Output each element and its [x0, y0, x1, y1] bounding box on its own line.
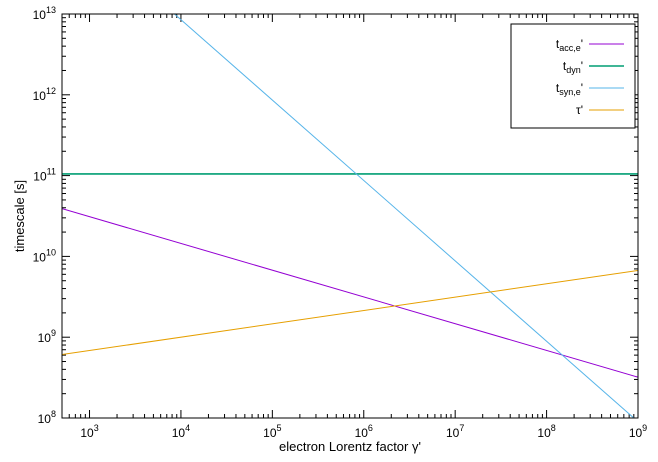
legend: tacc,e'tdyn'tsyn,e'τ'	[510, 23, 636, 129]
y-tick-label: 1012	[33, 86, 56, 103]
x-tick-exponent: 3	[94, 423, 99, 433]
x-tick-base: 10	[446, 426, 460, 440]
x-tick-base: 10	[263, 426, 277, 440]
legend-label-suffix: '	[581, 103, 583, 117]
x-axis-label: electron Lorentz factor γ'	[279, 439, 421, 454]
x-tick-label: 104	[172, 423, 190, 440]
x-tick-exponent: 7	[459, 423, 464, 433]
x-tick-exponent: 9	[642, 423, 647, 433]
series-line-0	[62, 208, 638, 378]
plot-frame	[61, 13, 639, 419]
legend-label-main: t	[556, 81, 560, 95]
y-tick-label: 1013	[33, 5, 56, 22]
tick-labels-layer: 103 104 105 106 107 108 1091081091010101110121…	[33, 5, 648, 440]
x-tick-exponent: 6	[368, 423, 373, 433]
y-tick-label: 108	[38, 409, 56, 426]
legend-label-main: τ	[576, 103, 581, 117]
series-layer	[62, 14, 638, 418]
y-tick-label: 1011	[33, 167, 56, 184]
legend-label-suffix: '	[581, 37, 583, 51]
y-tick-base: 10	[33, 170, 47, 184]
y-tick-base: 10	[33, 89, 47, 103]
legend-label-suffix: '	[581, 81, 583, 95]
legend-label-subscript: acc,e	[559, 43, 581, 53]
x-tick-exponent: 8	[551, 423, 556, 433]
y-axis-label: timescale [s]	[12, 180, 27, 252]
x-tick-exponent: 4	[185, 423, 190, 433]
y-tick-base: 10	[38, 412, 52, 426]
y-tick-exponent: 13	[46, 5, 56, 15]
series-line-2	[174, 14, 635, 418]
x-tick-label: 106	[355, 423, 373, 440]
y-tick-base: 10	[38, 331, 52, 345]
legend-box	[510, 23, 636, 129]
x-tick-base: 10	[80, 426, 94, 440]
x-tick-base: 10	[537, 426, 551, 440]
legend-label-0: tacc,e'	[556, 37, 583, 53]
x-tick-base: 10	[629, 426, 643, 440]
y-tick-label: 1010	[33, 247, 56, 264]
y-tick-exponent: 9	[51, 328, 56, 338]
legend-label-subscript: dyn	[566, 65, 581, 75]
legend-label-subscript: syn,e	[559, 87, 581, 97]
legend-label-main: t	[556, 37, 560, 51]
y-tick-exponent: 8	[51, 409, 56, 419]
legend-label-3: τ'	[576, 103, 583, 117]
x-tick-label: 105	[263, 423, 281, 440]
y-tick-base: 10	[33, 8, 47, 22]
y-tick-label: 109	[38, 328, 56, 345]
x-tick-exponent: 5	[277, 423, 282, 433]
y-tick-exponent: 11	[47, 167, 56, 177]
x-tick-base: 10	[355, 426, 369, 440]
x-tick-label: 103	[80, 423, 98, 440]
x-tick-base: 10	[172, 426, 186, 440]
y-tick-base: 10	[33, 250, 47, 264]
x-tick-label: 109	[629, 423, 647, 440]
legend-label-1: tdyn'	[563, 59, 583, 75]
legend-label-suffix: '	[581, 59, 583, 73]
legend-label-2: tsyn,e'	[556, 81, 583, 97]
legend-label-main: t	[563, 59, 567, 73]
y-tick-exponent: 10	[46, 247, 56, 257]
x-tick-label: 107	[446, 423, 464, 440]
x-tick-label: 108	[537, 423, 555, 440]
series-line-3	[62, 269, 638, 356]
y-tick-exponent: 12	[46, 86, 56, 96]
